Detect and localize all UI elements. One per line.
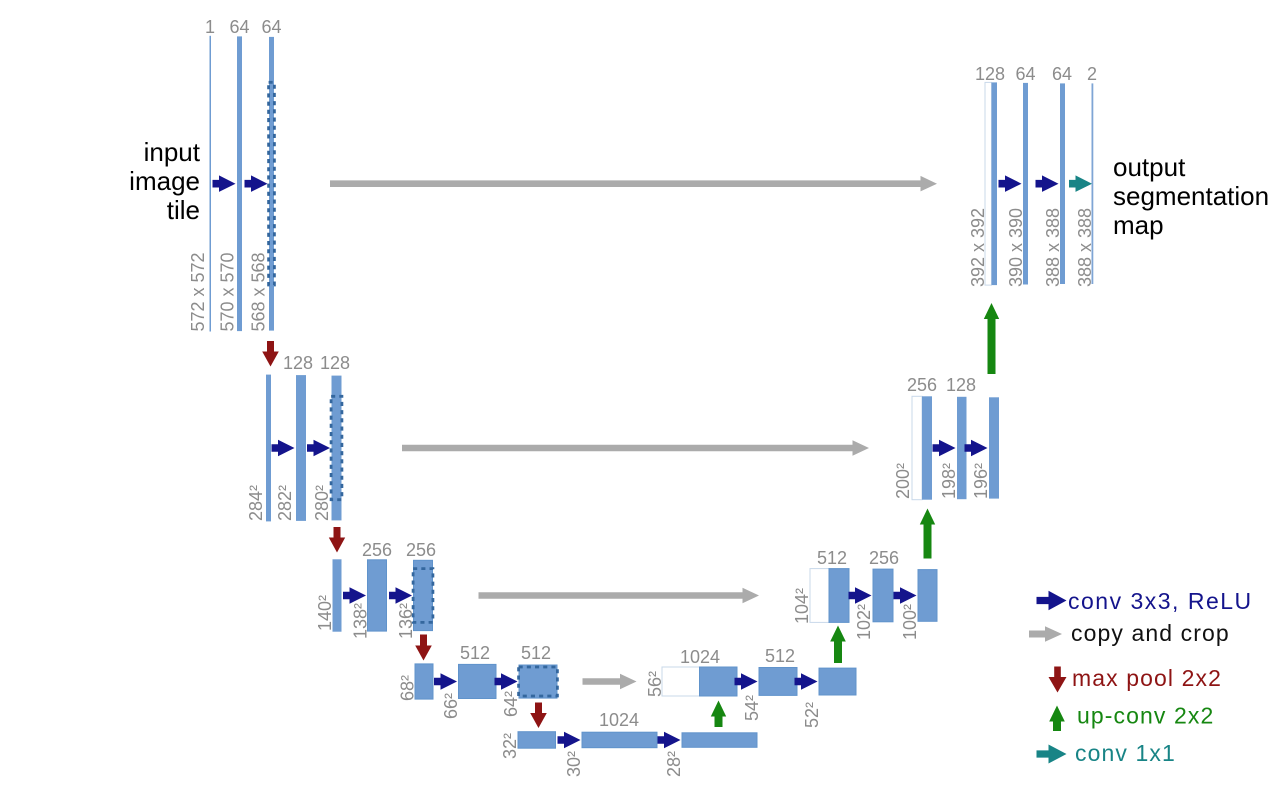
svg-text:512: 512	[521, 643, 551, 663]
svg-text:512: 512	[817, 548, 847, 568]
svg-text:conv 1x1: conv 1x1	[1075, 740, 1176, 766]
svg-text:390 x 390: 390 x 390	[1006, 208, 1026, 287]
svg-text:segmentation: segmentation	[1113, 181, 1269, 211]
svg-text:2: 2	[1087, 64, 1097, 84]
svg-text:284²: 284²	[246, 485, 266, 521]
svg-text:200²: 200²	[893, 463, 913, 499]
svg-text:198²: 198²	[939, 463, 959, 499]
svg-text:256: 256	[907, 375, 937, 395]
svg-text:128: 128	[975, 64, 1005, 84]
svg-text:52²: 52²	[802, 702, 822, 728]
svg-text:388 x 388: 388 x 388	[1075, 208, 1095, 287]
svg-text:conv 3x3, ReLU: conv 3x3, ReLU	[1068, 588, 1253, 614]
svg-text:image: image	[129, 166, 200, 196]
svg-text:282²: 282²	[275, 485, 295, 521]
svg-text:64: 64	[229, 17, 249, 37]
svg-text:128: 128	[283, 353, 313, 373]
svg-text:output: output	[1113, 152, 1186, 182]
svg-text:568 x 568: 568 x 568	[249, 252, 269, 331]
svg-text:100²: 100²	[900, 604, 920, 640]
svg-text:392 x 392: 392 x 392	[968, 208, 988, 287]
svg-text:102²: 102²	[854, 604, 874, 640]
svg-text:280²: 280²	[312, 485, 332, 521]
svg-text:388 x 388: 388 x 388	[1043, 208, 1063, 287]
svg-text:map: map	[1113, 210, 1164, 240]
svg-text:256: 256	[869, 548, 899, 568]
svg-text:32²: 32²	[500, 733, 520, 759]
svg-text:128: 128	[946, 375, 976, 395]
svg-text:138²: 138²	[351, 603, 371, 639]
svg-text:570 x 570: 570 x 570	[218, 252, 238, 331]
svg-text:30²: 30²	[564, 751, 584, 777]
svg-text:512: 512	[460, 643, 490, 663]
svg-text:256: 256	[362, 540, 392, 560]
svg-text:input: input	[144, 137, 201, 167]
svg-text:512: 512	[765, 646, 795, 666]
svg-text:1: 1	[205, 17, 215, 37]
svg-text:68²: 68²	[398, 675, 418, 701]
svg-text:max pool 2x2: max pool 2x2	[1072, 665, 1222, 691]
svg-text:64: 64	[1052, 64, 1072, 84]
svg-text:copy and crop: copy and crop	[1071, 620, 1230, 646]
svg-text:140²: 140²	[315, 595, 335, 631]
svg-text:tile: tile	[167, 195, 200, 225]
svg-text:128: 128	[320, 353, 350, 373]
svg-text:1024: 1024	[599, 710, 639, 730]
svg-text:64: 64	[261, 17, 281, 37]
svg-text:54²: 54²	[742, 695, 762, 721]
svg-text:66²: 66²	[441, 693, 461, 719]
svg-text:136²: 136²	[396, 603, 416, 639]
svg-text:28²: 28²	[664, 751, 684, 777]
svg-text:104²: 104²	[792, 588, 812, 624]
svg-text:196²: 196²	[971, 463, 991, 499]
svg-text:up-conv 2x2: up-conv 2x2	[1077, 703, 1214, 729]
svg-text:572 x 572: 572 x 572	[188, 252, 208, 331]
svg-text:56²: 56²	[645, 671, 665, 697]
svg-text:64: 64	[1015, 64, 1035, 84]
svg-text:64²: 64²	[501, 691, 521, 717]
svg-text:256: 256	[406, 540, 436, 560]
svg-text:1024: 1024	[680, 647, 720, 667]
